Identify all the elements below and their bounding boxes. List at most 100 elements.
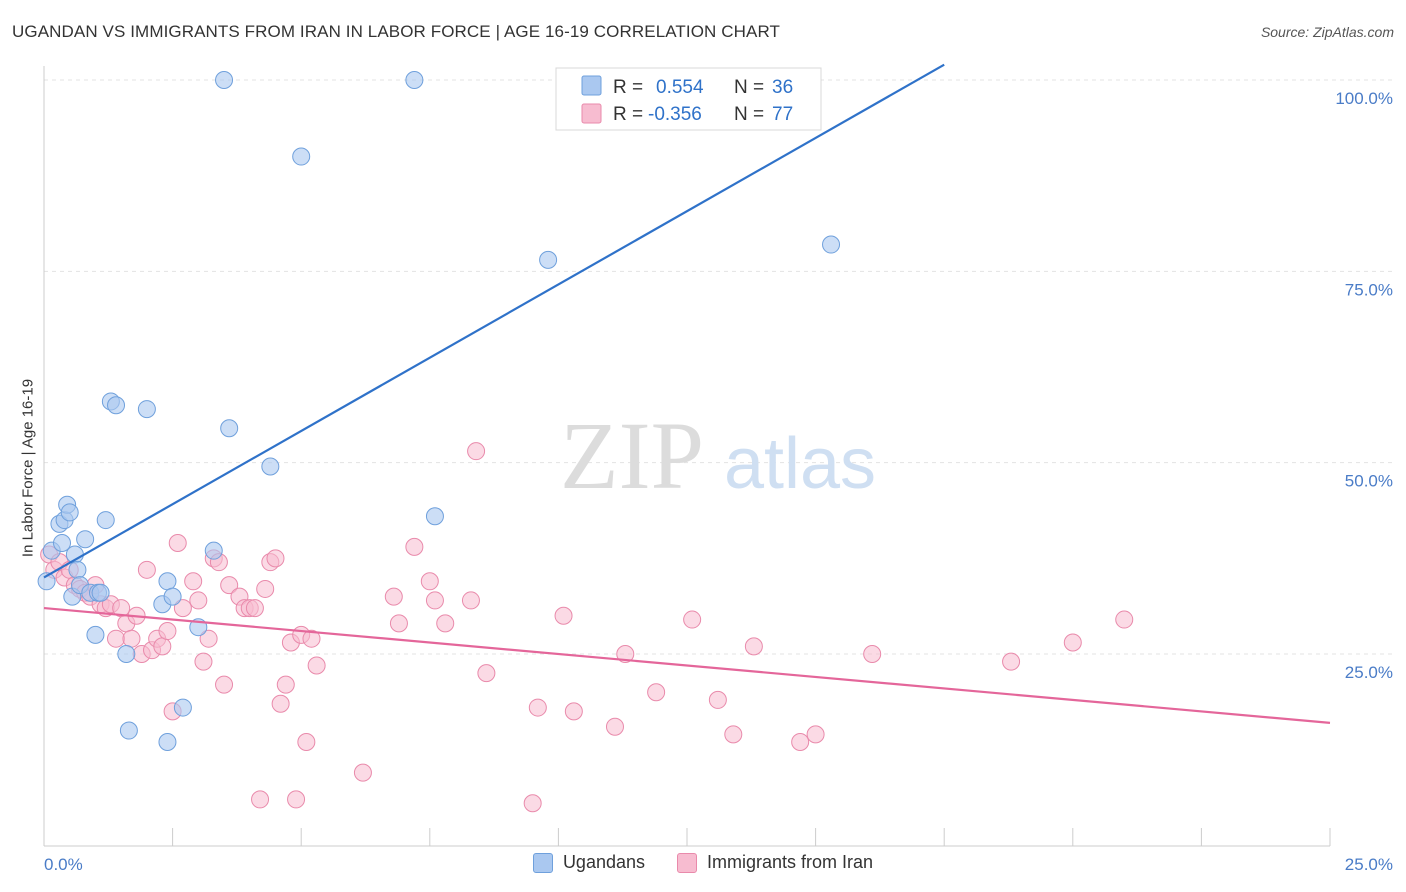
- iran-point: [353, 763, 372, 782]
- ugandan-points: [37, 71, 841, 752]
- ugandan-point: [86, 625, 105, 644]
- iran-point: [153, 637, 172, 656]
- iran-point: [1002, 652, 1021, 671]
- y-tick-labels: 25.0% 50.0% 75.0% 100.0%: [1335, 89, 1393, 682]
- ugandan-point: [539, 250, 558, 269]
- iran-point: [137, 560, 156, 579]
- iran-point: [384, 587, 403, 606]
- ugandan-point: [173, 698, 192, 717]
- ugandan-point: [37, 572, 56, 591]
- iran-point: [189, 591, 208, 610]
- iran-point: [107, 629, 126, 648]
- ugandan-point: [158, 733, 177, 752]
- axes: [43, 66, 1331, 847]
- ugandan-point: [425, 507, 444, 526]
- legend-r-value-1: 0.554: [656, 77, 704, 98]
- iran-point: [461, 591, 480, 610]
- iran-point: [528, 698, 547, 717]
- legend-n-value-1: 36: [772, 77, 793, 98]
- iran-point: [523, 794, 542, 813]
- chart-title: UGANDAN VS IMMIGRANTS FROM IRAN IN LABOR…: [12, 22, 781, 41]
- iran-point: [297, 733, 316, 752]
- y-tick-label: 25.0%: [1345, 663, 1393, 682]
- iran-point: [806, 725, 825, 744]
- iran-point: [724, 725, 743, 744]
- ugandan-point: [215, 71, 234, 89]
- ugandan-point: [220, 419, 239, 438]
- iran-point: [425, 591, 444, 610]
- legend-item-iran: Immigrants from Iran: [677, 852, 873, 873]
- iran-point: [220, 576, 239, 595]
- iran-point: [158, 622, 177, 641]
- ugandan-point: [68, 560, 87, 579]
- correlation-legend: R = 0.554 N = 36 R = -0.356 N = 77: [555, 67, 822, 131]
- iran-point: [554, 606, 573, 625]
- watermark-atlas: atlas: [724, 424, 876, 504]
- iran-points: [40, 442, 1134, 813]
- iran-point: [199, 629, 218, 648]
- iran-point: [708, 690, 727, 709]
- ugandans-trend-line: [43, 63, 945, 579]
- ugandan-point: [96, 511, 115, 530]
- series-legend: Ugandans Immigrants from Iran: [0, 852, 1406, 873]
- iran-point: [256, 579, 275, 598]
- x-tick-label-min: 0.0%: [44, 855, 83, 874]
- iran-point: [307, 656, 326, 675]
- x-tick-labels: 0.0% 25.0%: [44, 855, 1393, 874]
- iran-point: [173, 599, 192, 618]
- x-tick-label-max: 25.0%: [1345, 855, 1393, 874]
- y-tick-label: 75.0%: [1345, 280, 1393, 299]
- iran-point: [405, 537, 424, 556]
- iran-point: [271, 694, 290, 713]
- iran-point: [276, 675, 295, 694]
- legend-swatch-ugandans: [581, 75, 602, 96]
- iran-point: [605, 717, 624, 736]
- ugandan-point: [292, 147, 311, 166]
- y-tick-label: 50.0%: [1345, 472, 1393, 491]
- ugandan-point: [163, 587, 182, 606]
- legend-r-label-2: R =: [613, 104, 643, 125]
- ugandan-point: [204, 541, 223, 560]
- iran-point: [389, 614, 408, 633]
- iran-point: [302, 629, 321, 648]
- ugandan-point: [405, 71, 424, 89]
- iran-point: [467, 442, 486, 461]
- source-label: Source: ZipAtlas.com: [1260, 24, 1394, 40]
- ugandan-point: [137, 400, 156, 419]
- iran-point: [184, 572, 203, 591]
- iran-point: [1115, 610, 1134, 629]
- legend-item-ugandans: Ugandans: [532, 852, 645, 873]
- ugandan-point: [119, 721, 138, 740]
- watermark-zip: ZIP: [560, 402, 704, 509]
- iran-point: [245, 599, 264, 618]
- iran-point: [647, 683, 666, 702]
- iran-point: [194, 652, 213, 671]
- ugandan-point: [107, 396, 126, 415]
- iran-point: [616, 645, 635, 663]
- ugandan-point: [53, 534, 72, 553]
- y-tick-label: 100.0%: [1335, 89, 1393, 108]
- legend-n-label-1: N =: [734, 77, 764, 98]
- watermark: ZIP atlas: [560, 402, 876, 509]
- iran-point: [744, 637, 763, 656]
- grid-lines: [44, 79, 1394, 655]
- legend-n-value-2: 77: [772, 104, 793, 125]
- ugandan-point: [822, 235, 841, 254]
- iran-point: [168, 534, 187, 553]
- iran-point: [477, 664, 496, 683]
- iran-point: [215, 675, 234, 694]
- legend-r-value-2: -0.356: [648, 104, 702, 125]
- ugandans-swatch: [532, 852, 553, 873]
- iran-point: [122, 629, 141, 648]
- iran-point: [564, 702, 583, 721]
- ugandan-point: [76, 530, 95, 549]
- iran-label: Immigrants from Iran: [707, 852, 874, 872]
- iran-point: [266, 549, 285, 568]
- ugandan-point: [158, 572, 177, 591]
- legend-swatch-iran: [581, 103, 602, 124]
- ugandan-point: [117, 645, 136, 663]
- iran-trend-line: [43, 606, 1331, 724]
- iran-point: [791, 733, 810, 752]
- iran-point: [436, 614, 455, 633]
